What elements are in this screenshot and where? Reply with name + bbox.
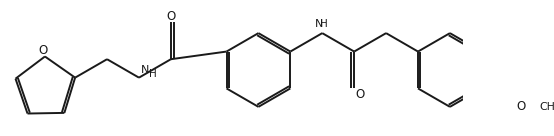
Text: N: N (315, 19, 323, 29)
Text: O: O (38, 44, 47, 57)
Text: H: H (320, 19, 328, 29)
Text: CH₃: CH₃ (540, 102, 554, 112)
Text: O: O (355, 88, 364, 101)
Text: O: O (516, 100, 526, 113)
Text: O: O (166, 10, 176, 23)
Text: N: N (141, 65, 150, 75)
Text: H: H (149, 69, 157, 79)
